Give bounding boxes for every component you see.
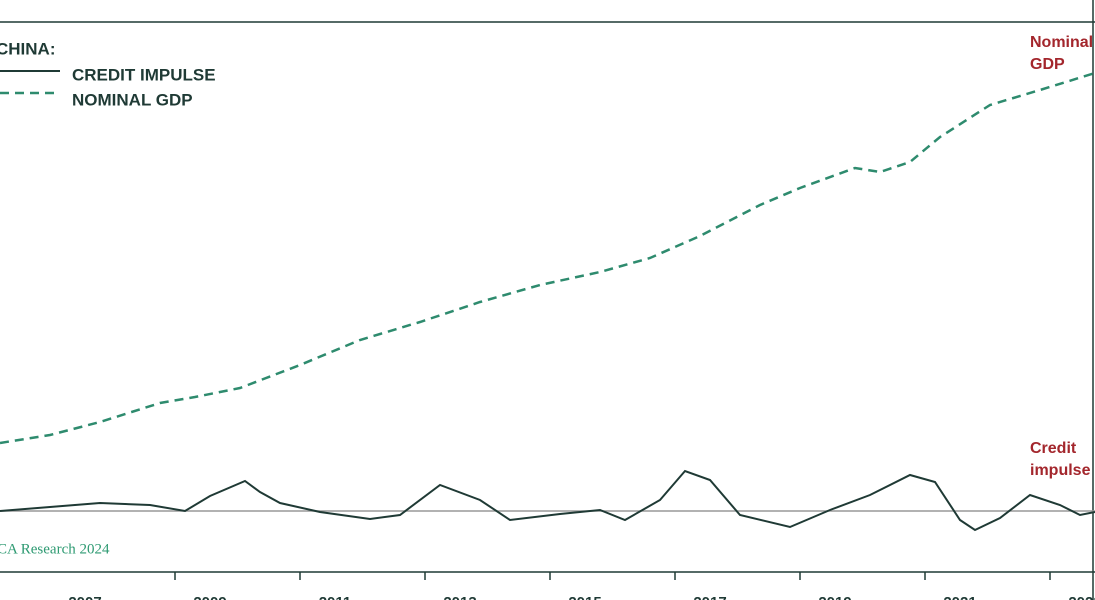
x-tick-label: 2023 bbox=[1068, 594, 1095, 600]
annotation: GDP bbox=[1030, 56, 1065, 73]
series-line bbox=[0, 469, 1095, 532]
series-line bbox=[0, 71, 1095, 445]
x-tick-label: 2013 bbox=[443, 594, 476, 600]
x-tick-label: 2021 bbox=[943, 594, 976, 600]
legend-label: NOMINAL GDP bbox=[72, 90, 193, 109]
chart-title: CHINA: bbox=[0, 39, 56, 58]
x-tick-label: 2017 bbox=[693, 594, 726, 600]
annotation: Nominal bbox=[1030, 34, 1093, 51]
x-tick-label: 2011 bbox=[319, 594, 352, 600]
x-tick-label: 2019 bbox=[818, 594, 851, 600]
x-tick-label: 2009 bbox=[193, 594, 226, 600]
x-tick-label: 2007 bbox=[68, 594, 101, 600]
legend-label: CREDIT IMPULSE bbox=[72, 65, 216, 84]
annotation: Credit bbox=[1030, 440, 1077, 457]
source: BCA Research 2024 bbox=[0, 541, 110, 557]
x-tick-label: 2015 bbox=[568, 594, 601, 600]
annotation: impulse bbox=[1030, 462, 1091, 479]
